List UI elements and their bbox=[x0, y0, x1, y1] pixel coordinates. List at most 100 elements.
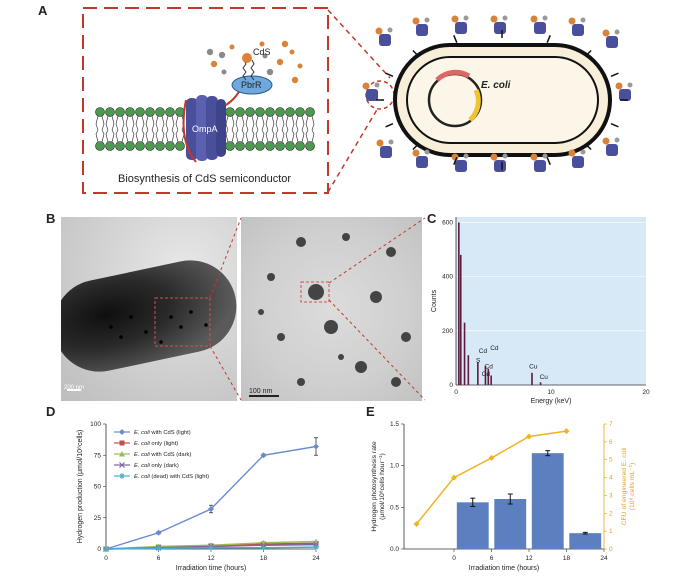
data-point bbox=[103, 546, 109, 552]
hydrogen-production-chart: 0 25 50 75 100 0 6 12 18 24 Irradiation time (hour… bbox=[77, 421, 320, 572]
peak-label: Cu bbox=[529, 364, 538, 371]
pbrr-label: PbrR bbox=[241, 80, 262, 90]
y-tick-label: 0.5 bbox=[390, 504, 399, 511]
x-tick-label: 0 bbox=[104, 555, 108, 562]
y2-tick-label: 1 bbox=[609, 528, 613, 535]
y-tick-label: 100 bbox=[90, 421, 101, 428]
y-tick-label: 400 bbox=[442, 274, 453, 281]
ecoli-label: E. coli bbox=[481, 80, 511, 91]
lipid-bilayer bbox=[95, 107, 315, 151]
peak-label: Cu bbox=[540, 374, 549, 381]
plot-background bbox=[456, 217, 646, 385]
x-tick-label: 18 bbox=[563, 555, 571, 562]
panel-d-letter: D bbox=[46, 404, 56, 419]
zoom-line-bottom bbox=[327, 107, 379, 193]
x-axis-label: Irradiation time (hours) bbox=[469, 565, 539, 572]
peak-label: Cd bbox=[479, 348, 488, 355]
y-tick-label: 0 bbox=[97, 546, 101, 553]
bar bbox=[531, 453, 564, 549]
panel-a-schematic bbox=[82, 7, 633, 194]
y2-axis-label: CFU of engineered E. coli bbox=[621, 447, 628, 525]
cfu-point bbox=[526, 433, 532, 440]
x-tick-label: 18 bbox=[260, 555, 268, 562]
legend-marker bbox=[119, 451, 125, 457]
y-tick-label: 1.5 bbox=[390, 421, 399, 428]
zoom-line-top bbox=[327, 9, 391, 79]
x-axis-label: Irradiation time (hours) bbox=[176, 565, 246, 572]
x-tick-label: 10 bbox=[547, 389, 555, 396]
cds-particle bbox=[242, 53, 252, 63]
bar bbox=[456, 502, 489, 549]
ompa-protein bbox=[182, 84, 243, 163]
ecoli-cell bbox=[393, 43, 612, 157]
y-tick-label: 0.0 bbox=[390, 546, 399, 553]
y-axis-label-units: (μmol/10⁸cells hour⁻¹) bbox=[379, 453, 386, 520]
data-point bbox=[208, 506, 214, 512]
data-point bbox=[313, 443, 319, 450]
x-tick-label: 12 bbox=[207, 555, 215, 562]
cfu-point bbox=[563, 428, 570, 435]
y-tick-label: 0 bbox=[449, 382, 453, 389]
data-point bbox=[208, 544, 214, 551]
x-tick-label: 0 bbox=[454, 389, 458, 396]
x-tick-label: 20 bbox=[642, 389, 650, 396]
series-line bbox=[105, 445, 317, 550]
y-tick-label: 50 bbox=[94, 484, 102, 491]
tem-image-high-mag bbox=[241, 217, 422, 401]
y-tick-label: 25 bbox=[94, 515, 102, 522]
data-point bbox=[155, 545, 162, 552]
y2-tick-label: 4 bbox=[609, 475, 613, 482]
peak-label: S bbox=[476, 358, 481, 365]
peak-label: Cd bbox=[490, 345, 499, 352]
cfu-point bbox=[451, 474, 457, 481]
legend-marker bbox=[119, 440, 125, 446]
series-0: E. coli with CdS (light) bbox=[103, 429, 319, 552]
x-tick-label: 24 bbox=[312, 555, 320, 562]
y2-tick-label: 7 bbox=[609, 421, 613, 428]
legend-label: E. coli with CdS (dark) bbox=[134, 452, 191, 458]
panel-e-letter: E bbox=[366, 404, 375, 419]
legend-label: E. coli with CdS (light) bbox=[134, 430, 191, 436]
y-axis-label: Hydrogen production (μmol/10⁸cells) bbox=[77, 430, 84, 544]
legend-label: E. coli only (dark) bbox=[134, 463, 179, 469]
y2-tick-label: 5 bbox=[609, 457, 613, 464]
bar bbox=[569, 533, 602, 549]
x-tick-label: 6 bbox=[490, 555, 494, 562]
y-tick-label: 200 bbox=[442, 328, 453, 335]
panel-c-letter: C bbox=[427, 211, 437, 226]
y2-axis-label-units: (10⁸ cells mL⁻¹) bbox=[629, 463, 636, 511]
ompa-label: OmpA bbox=[192, 124, 218, 134]
cfu-point bbox=[413, 521, 420, 527]
peak-label: Cd bbox=[485, 364, 494, 371]
series-4: E. coli (dead) with CdS (light) bbox=[103, 473, 319, 552]
panel-a-caption: Biosynthesis of CdS semiconductor bbox=[118, 173, 292, 185]
y-tick-label: 600 bbox=[442, 219, 453, 226]
legend-marker bbox=[119, 462, 125, 468]
x-tick-label: 24 bbox=[600, 555, 608, 562]
scale-bar-left-label: 200 nm bbox=[64, 385, 85, 391]
y2-tick-label: 6 bbox=[609, 439, 613, 446]
x-tick-label: 6 bbox=[157, 555, 161, 562]
pbrr-protein bbox=[231, 75, 273, 95]
dashed-frame bbox=[82, 7, 329, 194]
legend-label: E. coli only (light) bbox=[134, 441, 178, 447]
data-point bbox=[155, 529, 162, 536]
y2-tick-label: 3 bbox=[609, 492, 613, 499]
legend-label: E. coli (dead) with CdS (light) bbox=[134, 474, 209, 480]
bar bbox=[494, 499, 527, 549]
y-axis-label: Counts bbox=[431, 289, 438, 312]
y2-tick-label: 0 bbox=[609, 546, 613, 553]
tem-image-low-mag bbox=[61, 217, 237, 401]
cds-label: CdS bbox=[253, 47, 271, 57]
y-axis-label: Hydrogen photosynthesis rate bbox=[371, 441, 378, 532]
cds-particles bbox=[206, 40, 303, 84]
data-point bbox=[313, 544, 319, 551]
panel-b-letter: B bbox=[46, 211, 56, 226]
y-tick-label: 75 bbox=[94, 452, 102, 459]
x-tick-label: 12 bbox=[525, 555, 533, 562]
cfu-point bbox=[488, 454, 495, 461]
legend-marker bbox=[119, 473, 125, 479]
scale-bar-right-label: 100 nm bbox=[249, 388, 273, 395]
x-tick-label: 0 bbox=[452, 555, 456, 562]
